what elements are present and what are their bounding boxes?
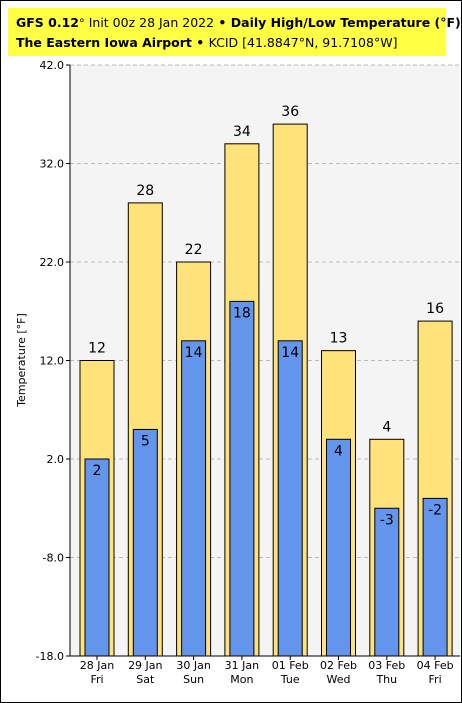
x-tick-date: 01 Feb: [272, 659, 309, 672]
y-tick-label: 22.0: [40, 256, 65, 269]
x-tick-day: Mon: [230, 673, 253, 686]
low-bar-label: -3: [380, 512, 394, 528]
x-tick-date: 29 Jan: [128, 659, 162, 672]
low-bar-label: -2: [428, 502, 442, 518]
high-bar-label: 28: [136, 183, 154, 199]
station-info: KCID [41.8847°N, 91.7108°W]: [208, 35, 398, 50]
y-tick-label: -8.0: [43, 552, 64, 565]
chart-title: Daily High/Low Temperature (°F): [230, 15, 461, 30]
y-tick-label: 42.0: [40, 59, 65, 72]
high-bar-label: 12: [88, 341, 106, 357]
high-bar-label: 22: [185, 242, 203, 258]
low-bar-label: 18: [233, 305, 251, 321]
low-bar: [422, 497, 448, 657]
x-tick-date: 30 Jan: [176, 659, 210, 672]
low-bar: [84, 458, 110, 657]
y-ticks: 42.0 32.0 22.0 12.0 2.0 -8.0 -18.0: [36, 59, 70, 663]
x-tick-day: Tue: [280, 673, 300, 686]
high-bar-label: 34: [233, 124, 251, 140]
high-bar-label: 36: [281, 104, 299, 120]
low-bar-label: 14: [281, 345, 299, 361]
x-tick-date: 28 Jan: [80, 659, 114, 672]
x-tick-date: 31 Jan: [225, 659, 259, 672]
low-bar: [229, 300, 255, 657]
low-bar-label: 4: [334, 443, 343, 459]
high-bar-label: 16: [426, 301, 444, 317]
init-time: Init 00z 28 Jan 2022: [84, 15, 215, 30]
model-name: GFS 0.12: [16, 15, 79, 30]
low-bar: [181, 340, 207, 657]
header-line-1: GFS 0.12° Init 00z 28 Jan 2022 • Daily H…: [16, 15, 461, 30]
x-tick-day: Thu: [375, 673, 397, 686]
y-tick-label: 32.0: [40, 158, 65, 171]
y-tick-label: -18.0: [36, 650, 64, 663]
low-bar-label: 14: [185, 345, 203, 361]
x-tick-day: Fri: [429, 673, 442, 686]
high-bar-label: 13: [330, 331, 348, 347]
separator: •: [214, 15, 231, 30]
chart-header: GFS 0.12° Init 00z 28 Jan 2022 • Daily H…: [8, 8, 461, 56]
x-tick-day: Sat: [136, 673, 155, 686]
x-tick-day: Fri: [90, 673, 103, 686]
high-bar-label: 4: [382, 419, 391, 435]
low-bar: [277, 340, 303, 657]
low-bar: [326, 438, 351, 657]
separator: •: [191, 35, 209, 50]
low-bar: [132, 428, 158, 657]
location-name: The Eastern Iowa Airport: [16, 35, 192, 50]
x-tick-day: Wed: [327, 673, 351, 686]
low-bar: [374, 507, 400, 657]
x-tick-date: 03 Feb: [368, 659, 405, 672]
y-tick-label: 2.0: [47, 453, 65, 466]
x-tick-date: 04 Feb: [417, 659, 454, 672]
x-tick-day: Sun: [183, 673, 204, 686]
y-tick-label: 12.0: [40, 355, 65, 368]
y-axis-label: Temperature [°F]: [15, 313, 28, 408]
low-bar-label: 5: [141, 433, 150, 449]
low-bar-label: 2: [93, 463, 102, 479]
bars: 12 2 28 5 22 14 34 18 36 14 13 4 4 -3 16 -2: [79, 104, 453, 657]
header-line-2: The Eastern Iowa Airport • KCID [41.8847…: [16, 35, 397, 50]
degree-mark: °: [79, 16, 85, 30]
x-tick-date: 02 Feb: [320, 659, 357, 672]
